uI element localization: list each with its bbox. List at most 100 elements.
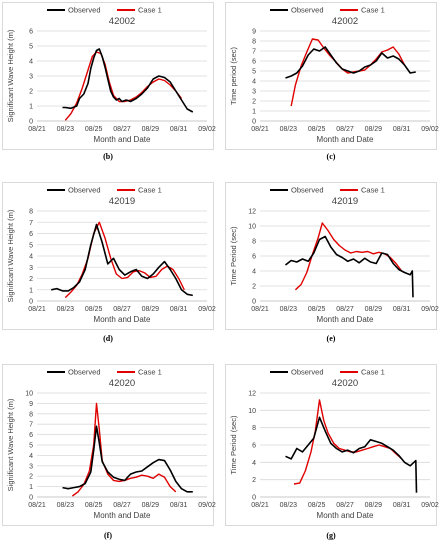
x-axis-label: Month and Date	[94, 135, 151, 144]
y-tick-label: 2	[252, 99, 256, 106]
panel-b: 0 1 2 3 4 5 6 08/21 08/23 08/25 08/27 08/29 08/31 09/…	[2, 2, 216, 150]
legend-label: Case 1	[361, 6, 385, 15]
legend-label: Observed	[291, 368, 324, 377]
panel-label-f: (f)	[104, 531, 112, 540]
x-tick-label: 08/27	[113, 126, 131, 133]
y-tick-label: 6	[29, 231, 33, 238]
x-tick-label: 08/31	[393, 502, 411, 509]
x-tick-label: 08/27	[336, 502, 354, 509]
y-axis-label: Significant Wave Height (m)	[6, 209, 15, 302]
y-tick-label: 2	[252, 284, 256, 291]
y-tick-label: 4	[252, 269, 256, 276]
x-tick-label: 08/27	[113, 502, 131, 509]
y-tick-label: 8	[252, 239, 256, 246]
x-tick-label: 09/02	[421, 126, 439, 133]
y-tick-label: 4	[252, 460, 256, 467]
chart-title: 42002	[109, 16, 135, 27]
legend-label: Observed	[291, 6, 324, 15]
y-tick-label: 2	[252, 477, 256, 484]
legend-label: Observed	[68, 368, 101, 377]
series-line-observed	[285, 46, 416, 79]
y-axis-label: Time Period (sec)	[229, 415, 238, 474]
legend-label: Case 1	[138, 6, 162, 15]
y-tick-label: 5	[29, 44, 33, 51]
x-tick-label: 08/31	[393, 306, 411, 313]
chart-b: 0 1 2 3 4 5 6 08/21 08/23 08/25 08/27 08/29 08/31 09/…	[6, 6, 216, 145]
series-line-observed	[51, 223, 193, 297]
y-tick-label: 4	[252, 79, 256, 86]
x-tick-label: 08/25	[308, 306, 326, 313]
chart-title: 42002	[332, 16, 358, 27]
panel-e: 0 2 4 6 8 10 12 08/21 08/23 08/25 08/27 08/29 08/31 0…	[225, 182, 439, 330]
x-tick-label: 08/29	[142, 306, 160, 313]
y-tick-label: 6	[252, 59, 256, 66]
y-tick-label: 0	[252, 495, 256, 502]
y-tick-label: 3	[252, 89, 256, 96]
y-tick-label: 0	[29, 119, 33, 126]
y-tick-label: 12	[248, 209, 256, 216]
panel-f: 0 1 2 3 4 5 6 7 8 9 10 08/21 08/23 08/25 08/27 08/29 08/…	[2, 364, 216, 526]
y-tick-label: 0	[29, 495, 33, 502]
legend-label: Case 1	[361, 368, 385, 377]
x-tick-label: 08/29	[365, 126, 383, 133]
x-axis-label: Month and Date	[317, 135, 374, 144]
x-tick-label: 08/31	[170, 126, 188, 133]
x-tick-label: 08/23	[280, 306, 298, 313]
y-tick-label: 5	[29, 443, 33, 450]
chart-title: 42020	[109, 378, 135, 389]
x-tick-label: 08/25	[85, 502, 103, 509]
y-tick-label: 7	[29, 422, 33, 429]
x-tick-label: 08/27	[336, 126, 354, 133]
legend-label: Observed	[68, 6, 101, 15]
legend-label: Case 1	[138, 368, 162, 377]
x-tick-label: 08/27	[113, 306, 131, 313]
x-tick-label: 08/23	[57, 126, 75, 133]
panel-d: 0 1 2 3 4 5 6 7 8 08/21 08/23 08/25 08/27 08/29 08/31 0…	[2, 182, 216, 330]
x-tick-label: 08/21	[28, 502, 46, 509]
x-tick-label: 08/25	[308, 126, 326, 133]
y-tick-label: 6	[29, 432, 33, 439]
chart-c: 0 1 2 3 4 5 6 7 8 9 08/21 08/23 08/25 08/27 08/29 08/31…	[229, 6, 439, 145]
x-tick-label: 09/02	[198, 126, 216, 133]
y-tick-label: 8	[252, 425, 256, 432]
x-tick-label: 08/21	[251, 306, 269, 313]
x-tick-label: 08/23	[280, 502, 298, 509]
chart-title: 42019	[332, 196, 358, 207]
legend-label: Case 1	[138, 186, 162, 195]
series-line-case-1	[64, 51, 183, 121]
x-tick-label: 08/31	[393, 126, 411, 133]
chart-d: 0 1 2 3 4 5 6 7 8 08/21 08/23 08/25 08/27 08/29 08/31 0…	[6, 186, 216, 325]
x-tick-label: 09/02	[198, 502, 216, 509]
x-tick-label: 08/29	[365, 306, 383, 313]
y-tick-label: 12	[248, 391, 256, 398]
y-tick-label: 5	[29, 242, 33, 249]
x-tick-label: 08/21	[28, 126, 46, 133]
x-axis-label: Month and Date	[94, 315, 151, 324]
y-tick-label: 10	[248, 224, 256, 231]
series-line-observed	[285, 416, 418, 493]
panel-label-c: (c)	[326, 152, 336, 161]
y-tick-label: 3	[29, 463, 33, 470]
y-tick-label: 6	[252, 443, 256, 450]
y-axis-label: Significant Wave Height (m)	[6, 29, 15, 122]
legend-label: Case 1	[361, 186, 385, 195]
y-tick-label: 9	[29, 401, 33, 408]
series-line-case-1	[71, 402, 177, 497]
y-tick-label: 1	[252, 109, 256, 116]
x-tick-label: 08/31	[170, 502, 188, 509]
x-tick-label: 08/29	[365, 502, 383, 509]
panel-c: 0 1 2 3 4 5 6 7 8 9 08/21 08/23 08/25 08/27 08/29 08/31…	[225, 2, 439, 150]
y-tick-label: 1	[29, 287, 33, 294]
y-axis-label: Time period (sec)	[229, 46, 238, 105]
y-tick-label: 1	[29, 104, 33, 111]
chart-f: 0 1 2 3 4 5 6 7 8 9 10 08/21 08/23 08/25 08/27 08/29 08/…	[6, 368, 216, 521]
y-tick-label: 0	[252, 119, 256, 126]
y-tick-label: 6	[252, 254, 256, 261]
x-tick-label: 08/23	[57, 502, 75, 509]
legend-label: Observed	[291, 186, 324, 195]
x-tick-label: 08/29	[142, 502, 160, 509]
y-axis-label: Time Period (sec)	[229, 226, 238, 285]
x-tick-label: 08/21	[251, 502, 269, 509]
y-tick-label: 6	[29, 29, 33, 36]
y-tick-label: 3	[29, 265, 33, 272]
